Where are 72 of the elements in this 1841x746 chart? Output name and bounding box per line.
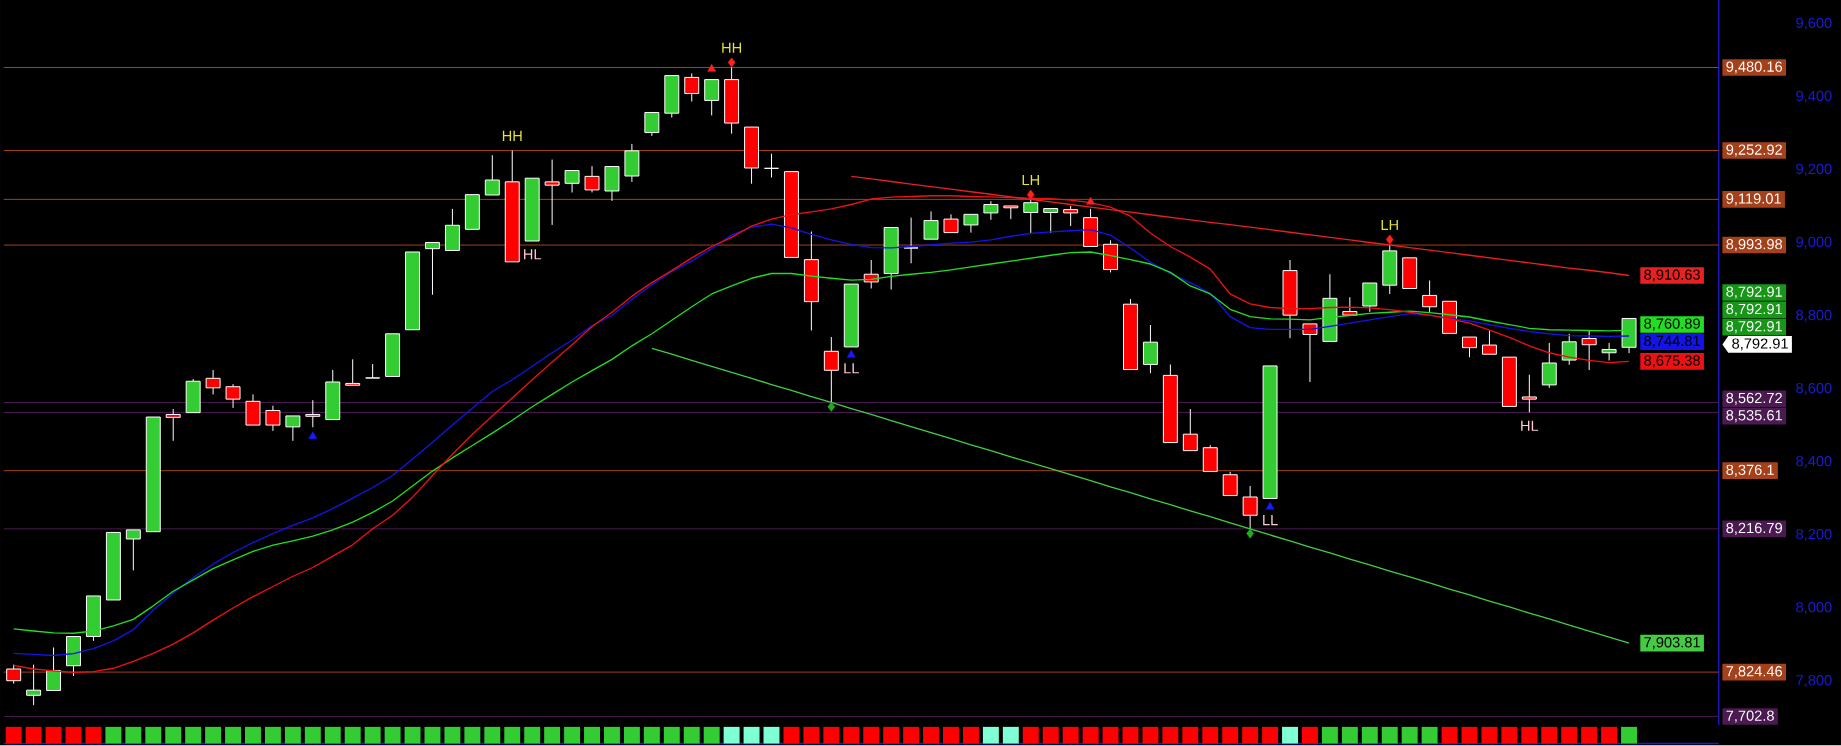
- y-tick-label: 8,600: [1796, 383, 1832, 396]
- data-label: LL: [1263, 515, 1278, 526]
- candlestick: [26, 664, 42, 706]
- point: [827, 402, 836, 412]
- point: [308, 431, 318, 440]
- candlestick: [684, 73, 700, 103]
- candlestick: [1103, 240, 1119, 274]
- candlestick: [764, 153, 779, 179]
- point: [1086, 197, 1095, 205]
- candlestick: [205, 369, 221, 396]
- candlestick: [544, 159, 560, 226]
- text: 8,792.91: [1726, 321, 1782, 334]
- y-tick-label: 8,800: [1796, 310, 1832, 323]
- ref-line-label: 7,824.46: [1726, 666, 1783, 679]
- point: [707, 64, 716, 72]
- data-label: LH: [1381, 220, 1398, 231]
- y-tick-label: 8,200: [1796, 529, 1832, 542]
- candlestick: [724, 67, 740, 135]
- candlestick: [165, 408, 181, 442]
- data-label: LL: [844, 363, 859, 374]
- candlestick: [1422, 280, 1438, 313]
- y-tick-label: 8,400: [1796, 456, 1832, 469]
- ref-line-label: 7,702.8: [1726, 710, 1774, 723]
- y-tick-label: 9,000: [1796, 237, 1832, 250]
- point: [1385, 234, 1394, 245]
- candlestick: [983, 200, 999, 221]
- candlestick: [265, 405, 281, 432]
- candlestick: [903, 217, 919, 265]
- data-label: HH: [722, 43, 741, 54]
- y-tick-label: 9,200: [1796, 164, 1832, 177]
- candlestick: [1282, 259, 1298, 339]
- candlestick: [1142, 324, 1158, 374]
- data-label: LH: [1022, 175, 1039, 186]
- point: [1246, 528, 1254, 539]
- text: HL: [1521, 420, 1539, 431]
- text: 8,792.91: [1732, 338, 1788, 351]
- point: [846, 350, 856, 358]
- point: [727, 57, 736, 68]
- ref-line-label: 8,535.61: [1726, 410, 1782, 423]
- data-label: 7,903.81: [1644, 637, 1700, 650]
- candlestick: [1541, 342, 1557, 389]
- text: 8,792.91: [1726, 304, 1782, 317]
- ref-line-label: 8,993.98: [1726, 239, 1783, 252]
- candlestick: [6, 664, 22, 685]
- candlestick: [1601, 342, 1617, 362]
- text: 8,792.91: [1726, 286, 1782, 299]
- ref-line-label: 8,562.72: [1726, 393, 1782, 406]
- y-tick-label: 8,000: [1796, 602, 1832, 615]
- candlestick: [584, 165, 600, 194]
- ref-line-label: 8,216.79: [1726, 523, 1782, 536]
- ref-line-label: 9,252.92: [1726, 144, 1782, 157]
- point: [1265, 502, 1275, 510]
- candlestick: [1521, 374, 1537, 414]
- ref-line-label: 9,480.16: [1726, 61, 1783, 74]
- text: HL: [524, 249, 542, 260]
- ref-line-label: 9,119.01: [1726, 193, 1781, 206]
- candlestick: [624, 143, 640, 183]
- data-label: 8,760.89: [1644, 318, 1700, 331]
- data-label: 8,675.38: [1644, 355, 1700, 368]
- ref-line-label: 8,376.1: [1726, 464, 1774, 477]
- candlestick: [1023, 199, 1039, 235]
- candlestick: [803, 231, 819, 332]
- text: HH: [502, 131, 522, 142]
- point: [1027, 189, 1035, 200]
- y-tick-label: 9,600: [1796, 17, 1832, 31]
- y-tick-label: 7,800: [1796, 675, 1832, 688]
- y-tick-label: 9,400: [1796, 90, 1832, 104]
- data-label: 8,910.63: [1644, 269, 1700, 282]
- candlestick: [1063, 205, 1079, 227]
- data-label: 8,744.81: [1644, 335, 1700, 349]
- candlestick: [305, 399, 321, 428]
- candlestick: [225, 383, 241, 409]
